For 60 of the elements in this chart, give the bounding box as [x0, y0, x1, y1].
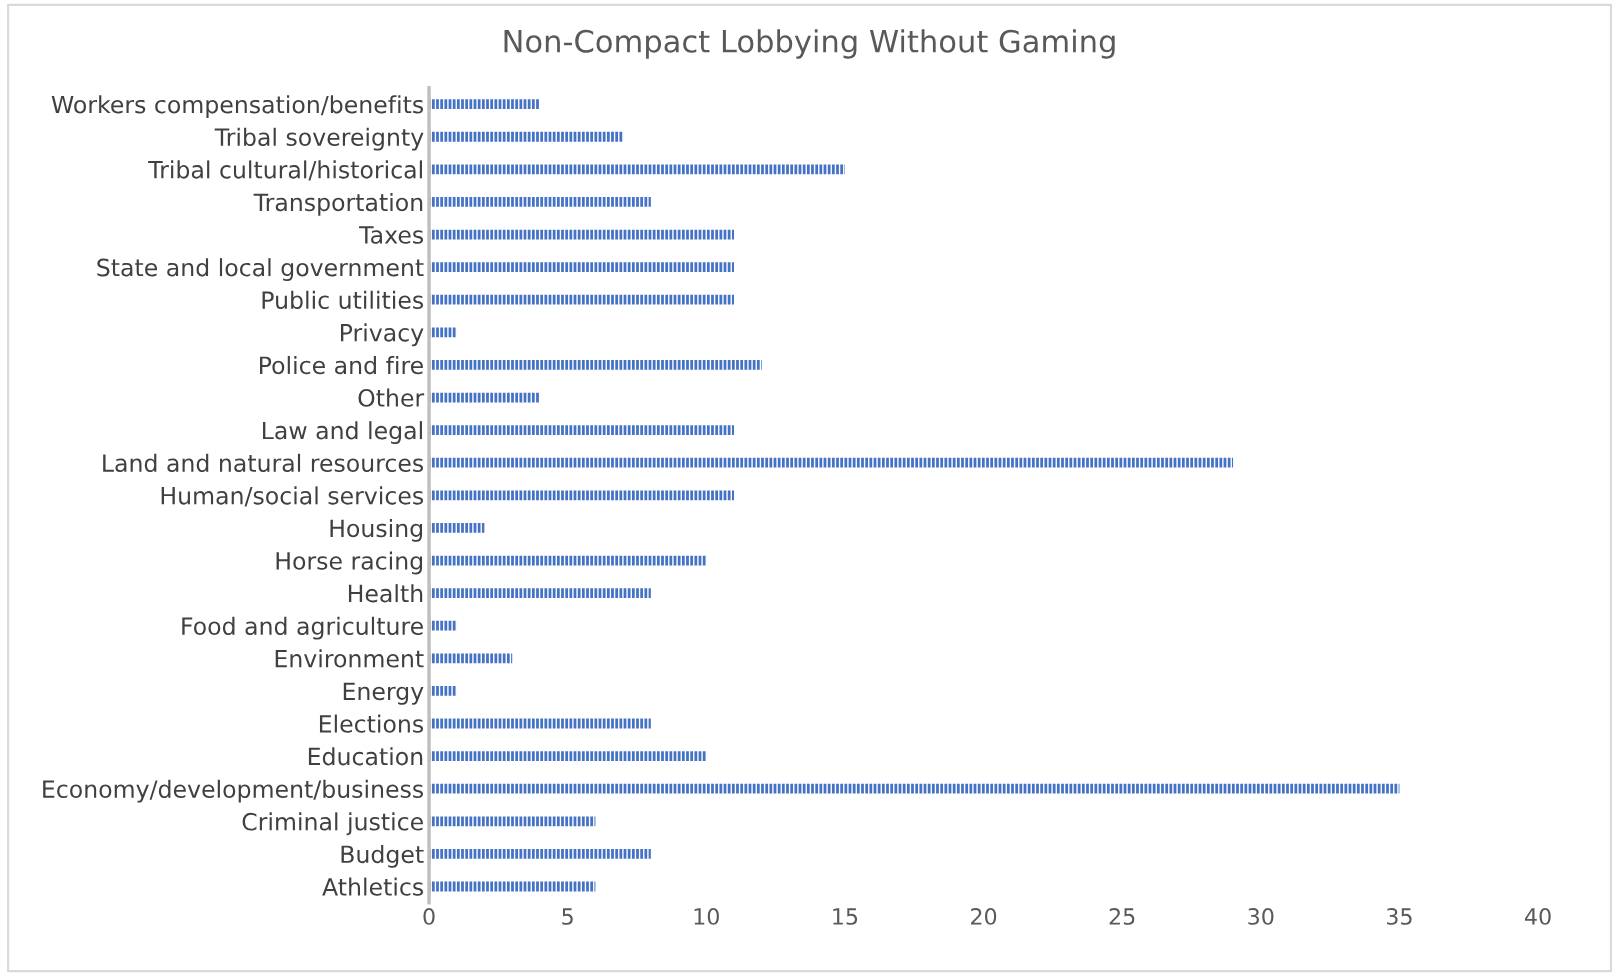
- bar: [429, 360, 762, 370]
- x-tick-label: 15: [833, 908, 858, 925]
- x-tick-label: 20: [971, 908, 997, 925]
- bar: [429, 490, 735, 501]
- bar: [429, 392, 540, 403]
- y-tick-label: Housing: [330, 518, 423, 542]
- y-tick-label: Food and agriculture: [182, 616, 423, 640]
- bar: [429, 881, 596, 892]
- y-tick-label: Transportation: [253, 192, 423, 216]
- bar: [429, 718, 651, 729]
- x-tick-label: 5: [562, 908, 573, 925]
- bar: [429, 327, 457, 338]
- bar: [429, 262, 735, 273]
- bar: [429, 164, 845, 175]
- x-tick-label: 40: [1525, 908, 1551, 925]
- bar: [429, 229, 735, 240]
- y-tick-label: Public utilities: [262, 290, 424, 310]
- bar: [429, 294, 735, 305]
- y-tick-label: Human/social services: [161, 486, 424, 507]
- y-tick-label: Other: [358, 388, 425, 407]
- y-tick-label: State and local government: [97, 258, 424, 282]
- y-tick-label: Energy: [343, 682, 424, 705]
- chart-title: Non-Compact Lobbying Without Gaming: [504, 29, 1115, 59]
- x-tick-label: 30: [1248, 908, 1274, 925]
- bar: [429, 783, 1400, 794]
- y-tick-label: Tribal sovereignty: [214, 127, 424, 151]
- bar: [429, 620, 457, 631]
- bar: [429, 523, 485, 533]
- bar: [429, 653, 513, 664]
- y-tick-label: Economy/development/business: [43, 779, 424, 803]
- bar: [429, 751, 707, 761]
- x-tick-label: 0: [423, 908, 435, 925]
- y-tick-label: Taxes: [359, 226, 424, 244]
- bar: [429, 425, 735, 436]
- y-tick-label: Health: [348, 584, 423, 603]
- y-tick-label: Athletics: [322, 877, 424, 896]
- bar: [429, 686, 457, 696]
- x-tick-label: 35: [1386, 908, 1412, 925]
- y-tick-label: Budget: [341, 844, 424, 868]
- bar: [429, 457, 1234, 468]
- bar: [429, 197, 651, 207]
- bar: [429, 849, 651, 859]
- bar: [429, 131, 624, 142]
- bar: [429, 816, 596, 827]
- y-tick-label: Workers compensation/benefits: [51, 95, 424, 119]
- y-tick-label: Criminal justice: [242, 812, 423, 836]
- bar: [429, 555, 707, 566]
- y-tick-label: Education: [308, 747, 423, 766]
- y-tick-label: Police and fire: [260, 355, 423, 375]
- y-tick-label: Land and natural resources: [103, 453, 424, 473]
- bar: [429, 99, 540, 110]
- y-tick-label: Law and legal: [263, 421, 422, 444]
- y-tick-label: Privacy: [341, 323, 424, 347]
- x-tick-label: 10: [694, 908, 719, 925]
- x-tick-label: 25: [1109, 908, 1135, 925]
- y-tick-label: Tribal cultural/historical: [148, 160, 422, 181]
- bar: [429, 588, 651, 598]
- y-tick-label: Elections: [319, 714, 424, 733]
- y-tick-label: Horse racing: [276, 551, 423, 575]
- y-tick-label: Environment: [275, 649, 424, 668]
